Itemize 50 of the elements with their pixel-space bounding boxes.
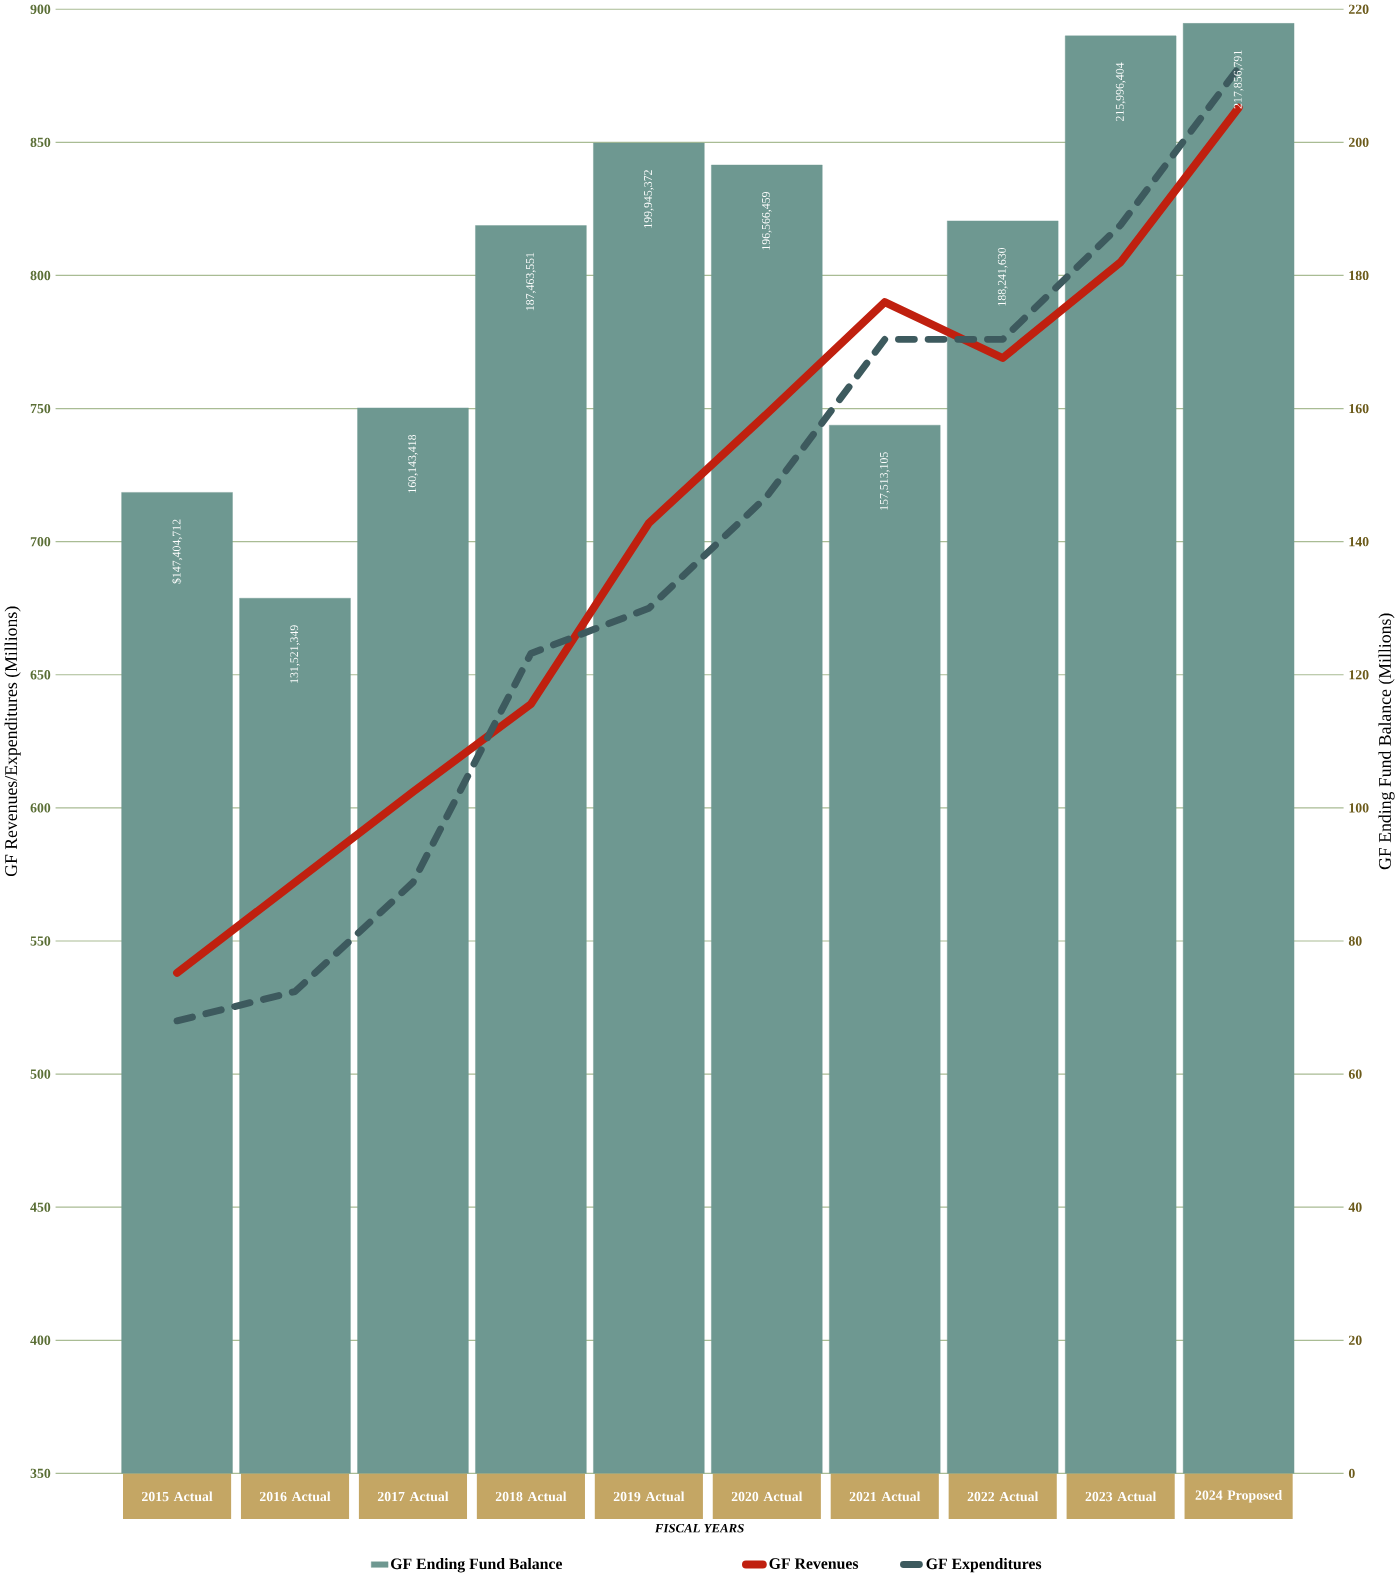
legend-label: GF Revenues bbox=[769, 1558, 859, 1569]
y-tick-label: 500 bbox=[30, 1069, 51, 1079]
x-axis-title: FISCAL YEARS bbox=[654, 1523, 744, 1533]
x-tick-label: 2017 Actual bbox=[377, 1491, 449, 1502]
y-tick-label: 850 bbox=[30, 137, 51, 148]
y2-tick-label: 200 bbox=[1348, 137, 1369, 148]
y-tick-label: 600 bbox=[30, 803, 51, 813]
annotation: 187,463,551 bbox=[525, 252, 536, 311]
y-tick-label: 900 bbox=[30, 4, 51, 14]
y2-tick-label: 20 bbox=[1348, 1335, 1362, 1345]
annotation: 160,143,418 bbox=[408, 434, 418, 493]
annotation: 196,566,459 bbox=[761, 192, 772, 250]
x-tick-label: 2022 Actual bbox=[967, 1491, 1039, 1502]
x-tick-label: 2015 Actual bbox=[141, 1491, 213, 1502]
annotation: 199,945,372 bbox=[643, 170, 654, 228]
y-tick-label: 350 bbox=[30, 1468, 51, 1479]
x-tick-label: 2020 Actual bbox=[731, 1491, 803, 1502]
x-tick-label: 2023 Actual bbox=[1085, 1491, 1156, 1502]
y-tick-label: 400 bbox=[30, 1335, 51, 1345]
x-tick-label: 2021 Actual bbox=[849, 1491, 921, 1502]
y-tick-label: 650 bbox=[30, 670, 51, 680]
y-tick-label: 750 bbox=[30, 403, 51, 414]
y-tick-label: 800 bbox=[30, 270, 51, 281]
y-tick-label: 550 bbox=[30, 936, 51, 946]
x-tick-label: 2016 Actual bbox=[259, 1491, 331, 1502]
annotation: 131,521,349 bbox=[290, 625, 300, 683]
y2-tick-label: 60 bbox=[1348, 1069, 1362, 1079]
x-tick-label: 2024 Proposed bbox=[1195, 1490, 1282, 1503]
y2-tick-label: 160 bbox=[1349, 403, 1369, 414]
y-tick-label: 700 bbox=[30, 537, 51, 547]
y2-tick-label: 40 bbox=[1348, 1202, 1362, 1212]
legend-label: GF Expenditures bbox=[926, 1558, 1042, 1573]
annotation: 188,241,630 bbox=[997, 247, 1008, 306]
annotation: 215,996,404 bbox=[1115, 62, 1126, 122]
y2-tick-label: 180 bbox=[1349, 270, 1369, 281]
y2-tick-label: 220 bbox=[1348, 4, 1369, 14]
legend-label: GF Ending Fund Balance bbox=[390, 1558, 562, 1573]
x-tick-label: 2019 Actual bbox=[613, 1491, 685, 1502]
y2-tick-label: 0 bbox=[1348, 1468, 1355, 1479]
y2-tick-label: 140 bbox=[1349, 537, 1369, 547]
y-axis-title: GF Revenues/Expenditures (Millions) bbox=[4, 606, 21, 877]
y2-tick-label: 120 bbox=[1349, 670, 1369, 680]
annotation: 217,856,791 bbox=[1233, 50, 1244, 109]
y-tick-label: 450 bbox=[30, 1202, 51, 1212]
annotation: $147,404,712 bbox=[171, 519, 183, 584]
y2-axis-title: GF Ending Fund Balance (Millions) bbox=[1378, 613, 1395, 870]
x-tick-label: 2018 Actual bbox=[495, 1491, 567, 1502]
annotation: 157,513,105 bbox=[879, 452, 890, 510]
y2-tick-label: 80 bbox=[1348, 936, 1362, 946]
y2-tick-label: 100 bbox=[1349, 803, 1369, 813]
